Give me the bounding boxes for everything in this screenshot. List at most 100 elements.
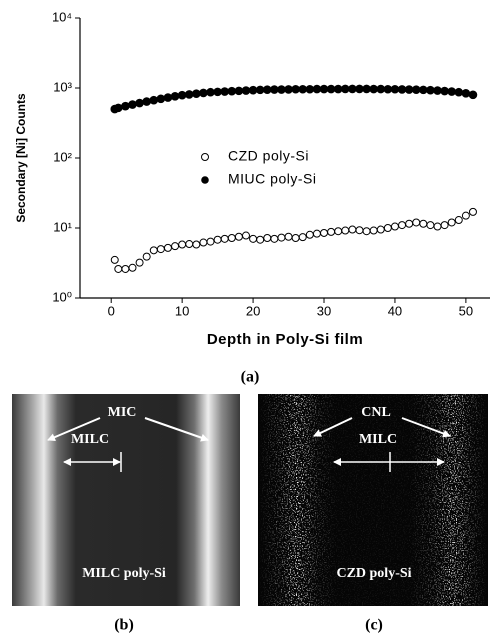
- data-point: [320, 228, 329, 237]
- data-point: [248, 85, 258, 95]
- data-point: [362, 84, 371, 94]
- data-point: [376, 225, 385, 234]
- data-point: [249, 234, 258, 243]
- data-point: [192, 89, 201, 98]
- micrograph-b: MIC MILC MILC poly-Si (b): [12, 394, 240, 634]
- data-point: [291, 233, 300, 242]
- data-point: [170, 92, 180, 101]
- panel-label: (a): [241, 369, 260, 386]
- data-point: [171, 242, 180, 251]
- data-point: [156, 245, 165, 254]
- data-point: [220, 234, 229, 243]
- y-tick-label: 10⁰: [52, 289, 72, 304]
- data-point: [135, 98, 144, 108]
- data-point: [149, 246, 158, 255]
- data-point: [440, 221, 449, 230]
- data-point: [454, 216, 463, 225]
- y-tick-label: 10³: [53, 79, 72, 94]
- data-point: [114, 103, 123, 113]
- x-tick-label: 30: [317, 303, 331, 318]
- data-point: [241, 86, 251, 95]
- data-point: [454, 87, 464, 97]
- data-point: [177, 90, 187, 100]
- data-point: [284, 85, 293, 94]
- data-point: [192, 240, 201, 249]
- data-point: [419, 219, 428, 228]
- data-point: [369, 226, 378, 235]
- annotation: MILC: [71, 432, 109, 447]
- data-point: [348, 225, 357, 234]
- data-point: [433, 86, 442, 95]
- data-point: [178, 240, 187, 249]
- data-point: [355, 84, 364, 94]
- data-point: [468, 90, 478, 100]
- data-point: [298, 233, 307, 242]
- data-point: [383, 224, 392, 232]
- data-point: [461, 211, 470, 220]
- data-point: [390, 84, 400, 94]
- arrow: [313, 417, 353, 437]
- data-point: [277, 85, 286, 94]
- data-point: [213, 87, 222, 97]
- data-point: [128, 263, 137, 272]
- data-point: [110, 255, 119, 264]
- data-point: [461, 89, 471, 98]
- data-point: [419, 85, 428, 95]
- data-point: [227, 233, 236, 242]
- data-point: [369, 84, 378, 94]
- data-point: [163, 93, 173, 102]
- data-point: [185, 240, 194, 249]
- data-point: [256, 235, 265, 244]
- data-point: [213, 235, 222, 244]
- data-point: [341, 226, 350, 235]
- data-point: [412, 218, 421, 227]
- annotation: MILC: [359, 432, 397, 447]
- data-point: [397, 85, 407, 94]
- legend-marker: [201, 176, 209, 184]
- annotation: MILC poly-Si: [82, 566, 166, 581]
- data-point: [277, 233, 286, 242]
- x-tick-label: 0: [108, 303, 115, 318]
- data-point: [440, 86, 449, 96]
- data-point: [206, 87, 215, 97]
- data-point: [128, 100, 137, 109]
- arrow: [144, 417, 209, 442]
- data-point: [383, 84, 393, 94]
- data-point: [362, 227, 371, 236]
- x-tick-label: 40: [388, 303, 402, 318]
- data-point: [227, 86, 237, 96]
- data-point: [319, 84, 329, 94]
- data-point: [142, 97, 151, 106]
- data-point: [327, 227, 336, 236]
- annotation: CNL: [361, 405, 391, 420]
- panel-label: (c): [365, 617, 383, 634]
- data-point: [284, 232, 293, 241]
- data-point: [255, 85, 265, 95]
- data-point: [206, 237, 215, 246]
- data-point: [312, 229, 321, 238]
- data-point: [199, 238, 208, 247]
- data-point: [156, 94, 166, 104]
- data-point: [405, 219, 414, 228]
- data-point: [234, 86, 244, 96]
- y-tick-label: 10¹: [53, 219, 72, 234]
- data-point: [234, 232, 243, 241]
- x-tick-label: 10: [175, 303, 189, 318]
- data-point: [163, 243, 172, 252]
- data-point: [333, 84, 343, 94]
- data-point: [121, 264, 130, 273]
- data-point: [184, 90, 194, 99]
- arrow: [401, 417, 451, 438]
- panel-label: (b): [114, 617, 134, 634]
- data-point: [411, 85, 421, 95]
- data-point: [312, 84, 322, 94]
- legend-label: MIUC poly-Si: [228, 171, 316, 187]
- arrow: [47, 417, 101, 441]
- micrograph: [12, 394, 240, 606]
- data-point: [114, 264, 123, 273]
- legend-label: CZD poly-Si: [228, 148, 309, 164]
- y-tick-label: 10²: [53, 149, 72, 164]
- data-point: [447, 218, 456, 227]
- data-point: [398, 221, 407, 230]
